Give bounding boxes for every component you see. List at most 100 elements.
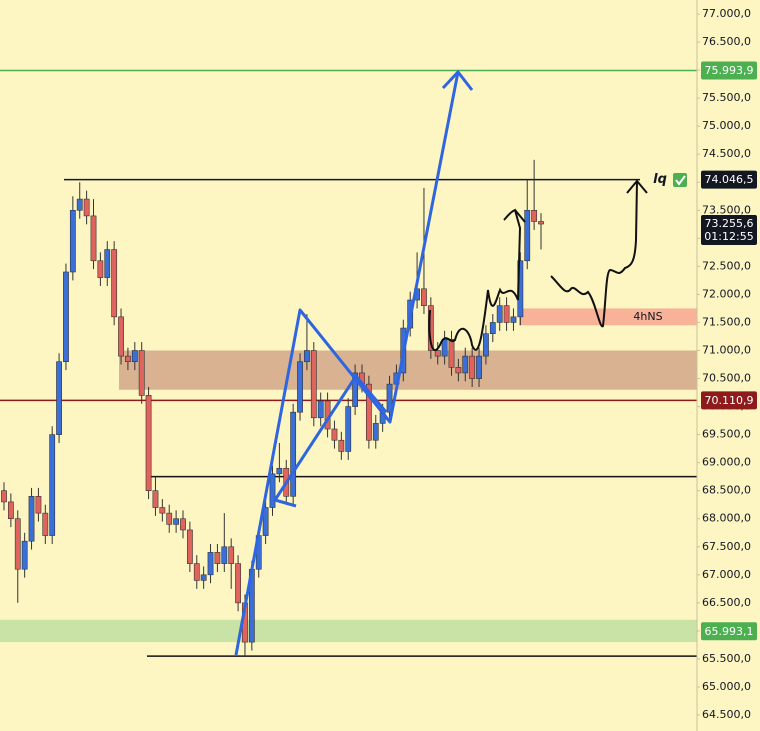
candle-body [21,540,28,570]
candle-body [152,490,159,508]
zone [119,350,697,390]
y-tick-label: 68.500,0 [702,484,751,497]
y-tick-label: 73.500,0 [702,203,751,216]
candle-body [476,355,482,379]
candle-body [524,209,531,262]
black-freehand-forecast [550,179,648,328]
y-tick-label: 71.500,0 [702,315,751,328]
candle-body [193,563,200,581]
price-label: 75.993,9 [705,64,754,77]
candle-body [7,501,14,520]
price-label: 74.046,5 [705,173,754,186]
candle-body [372,423,379,441]
candle-body [28,496,35,542]
y-tick-label: 67.500,0 [702,540,751,553]
candle-body [489,322,496,334]
candle-body [14,518,21,570]
candle-body [131,350,138,363]
candle-body [441,338,448,357]
check-mark [675,175,686,186]
candle-body [338,439,345,452]
candle-body [331,428,338,441]
candle-body [49,434,56,536]
candle-body [56,361,62,435]
check-icon [673,173,687,187]
candle-body [304,350,310,363]
candle-body [496,305,503,323]
candle-body [111,249,118,318]
price-label-box [701,622,757,641]
candle-body [1,490,7,503]
candle-body [469,355,476,379]
y-tick-label: 75.500,0 [702,91,751,104]
y-tick-label: 65.500,0 [702,652,751,665]
candle-body [200,574,207,581]
candle-body [276,467,283,475]
y-tick-label: 75.000,0 [702,119,751,132]
candle-body [42,512,49,536]
y-tick-label: 72.500,0 [702,259,751,272]
price-label: 70.110,9 [705,394,754,407]
candle-body [290,411,297,497]
y-tick-label: 74.500,0 [702,147,751,160]
y-tick-label: 64.500,0 [702,708,751,721]
candle-body [104,249,111,278]
candle-body [434,350,441,357]
zone-label: 4hNS [633,310,662,323]
y-tick-label: 70.500,0 [702,372,751,385]
price-label-box [701,61,757,80]
candle-body [297,361,303,413]
candle-body [90,215,97,262]
y-tick-label: 71.000,0 [702,343,751,356]
candle-body [145,395,152,491]
candle-body [69,209,76,273]
candle-body [214,552,221,564]
candle-body [510,316,517,323]
candle-body [97,260,104,278]
candle-body [180,518,186,531]
y-tick-label: 76.500,0 [702,35,751,48]
candle-body [173,518,180,525]
zone [0,619,697,643]
candle-body [483,333,489,357]
y-tick-label: 72.000,0 [702,287,751,300]
candle-body [317,400,324,419]
price-label-box [701,391,757,410]
y-tick-label: 69.000,0 [702,456,751,469]
axis-labels: 64.500,065.000,065.500,066.000,066.500,0… [697,7,757,721]
candle-body [207,552,214,576]
drawings [234,69,687,656]
candle-body [531,209,538,222]
candle-body [262,507,269,536]
candle-body [455,367,462,374]
candle-body [159,507,166,514]
candle-body [345,406,352,452]
last-price-box [701,215,757,246]
candle-body [186,529,193,564]
candle-body [83,198,90,217]
candle-body [228,546,235,564]
blue-trend-line [234,71,460,656]
candle-body [310,350,317,419]
y-tick-label: 65.000,0 [702,680,751,693]
candle-body [503,305,510,323]
y-tick-label: 68.000,0 [702,512,751,525]
candle-body [462,355,469,374]
zone [519,308,697,326]
price-axis [697,0,760,731]
y-tick-label: 67.000,0 [702,568,751,581]
candle-body [76,198,83,211]
candle-body [166,512,173,525]
countdown-label: 01:12:55 [704,230,753,243]
candle-body [386,383,393,413]
candle-body [269,473,276,508]
candle-body [427,305,434,351]
blue-wedge-line [273,374,388,508]
zones [0,308,697,643]
price-label-box [701,170,757,189]
candle-body [421,288,427,306]
candle-body [118,316,124,357]
blue-arrow-head [441,69,474,91]
y-tick-label: 66.500,0 [702,596,751,609]
last-price-label: 73.255,6 [705,217,754,230]
